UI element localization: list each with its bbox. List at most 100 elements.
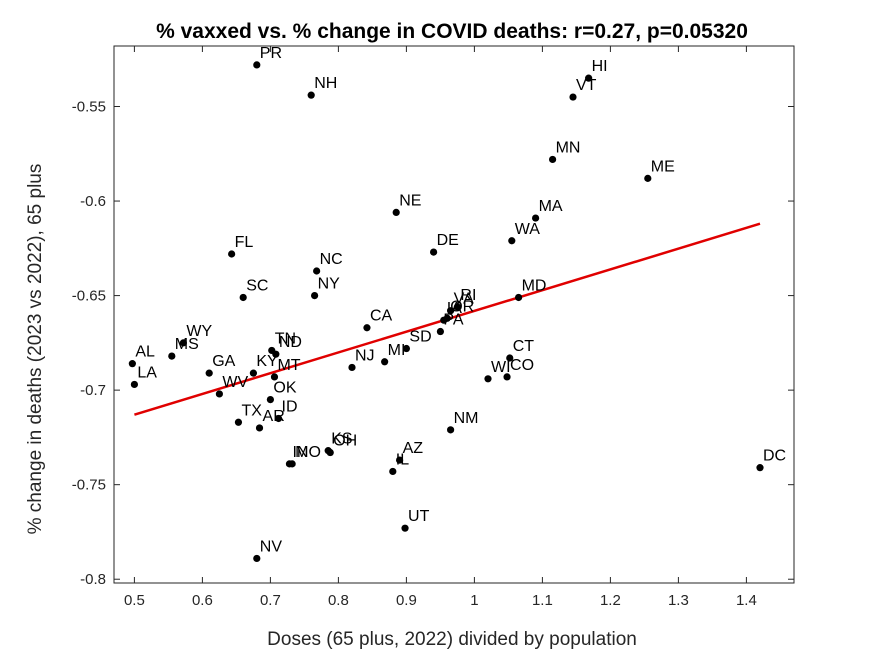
data-point	[363, 324, 371, 332]
point-label: DC	[763, 448, 786, 465]
x-tick-label: 1.2	[600, 592, 621, 609]
data-point	[447, 426, 455, 434]
data-point	[532, 214, 540, 222]
y-tick-label: -0.6	[80, 193, 106, 210]
point-label: RI	[460, 287, 476, 304]
chart-title: % vaxxed vs. % change in COVID deaths: r…	[156, 20, 748, 43]
x-tick-label: 0.7	[260, 592, 281, 609]
x-tick-label: 1.3	[668, 592, 689, 609]
plot-frame	[113, 45, 795, 584]
data-point	[402, 344, 410, 353]
point-label: NE	[399, 192, 421, 209]
point-label: DE	[437, 232, 459, 249]
data-point	[234, 418, 243, 426]
point-label: KS	[331, 431, 352, 448]
y-axis-ticks: -0.8 -0.75 -0.7 -0.65 -0.6 -0.55	[72, 99, 794, 588]
point-label: WV	[222, 374, 248, 391]
point-label: MT	[277, 357, 300, 374]
point-label: PR	[260, 45, 282, 62]
data-point	[447, 307, 455, 315]
x-tick-label: 1	[470, 592, 478, 609]
x-tick-label: 1.4	[736, 592, 757, 609]
y-axis-label: % change in deaths (2023 vs 2022), 65 pl…	[25, 164, 46, 535]
x-axis-ticks: 0.5 0.6 0.7 0.8 0.9 1 1.1 1.2 1.3 1.4	[124, 46, 757, 609]
x-axis-label: Doses (65 plus, 2022) divided by populat…	[267, 629, 637, 650]
point-label: MO	[295, 444, 321, 461]
data-point	[506, 354, 514, 362]
point-label: ND	[279, 334, 302, 351]
point-label: OR	[450, 298, 474, 315]
data-point	[307, 91, 315, 99]
data-point	[255, 424, 264, 432]
x-tick-label: 0.6	[192, 592, 213, 609]
point-label: MI	[388, 342, 406, 359]
point-label: UT	[408, 508, 430, 525]
data-point	[348, 363, 356, 372]
point-label: CO	[510, 357, 534, 374]
data-point	[179, 339, 187, 347]
data-point	[168, 352, 176, 360]
point-label: MS	[175, 336, 199, 353]
data-point	[549, 155, 557, 164]
point-label: ID	[282, 398, 298, 415]
data-point	[266, 395, 274, 404]
point-label: GA	[212, 353, 235, 370]
x-tick-label: 1.1	[532, 592, 553, 609]
point-label: OH	[333, 433, 357, 450]
point-label: WA	[515, 221, 541, 238]
data-point	[401, 524, 409, 532]
data-point	[272, 350, 280, 358]
point-label: FL	[235, 234, 254, 251]
data-point	[644, 174, 652, 182]
data-point	[239, 293, 247, 302]
point-label: LA	[137, 364, 157, 381]
point-label: NY	[318, 276, 341, 293]
point-label: TN	[275, 330, 296, 347]
data-point	[253, 554, 261, 563]
point-label: CT	[513, 338, 535, 355]
data-point	[249, 369, 257, 377]
point-label: SC	[246, 277, 268, 294]
point-label: MD	[522, 277, 547, 294]
data-point	[205, 369, 213, 377]
point-label: NC	[320, 251, 343, 268]
plot-area	[114, 46, 794, 583]
point-label: IL	[396, 451, 409, 468]
data-point	[288, 460, 296, 468]
y-tick-label: -0.8	[80, 571, 106, 588]
point-label: VT	[576, 77, 597, 94]
data-point	[128, 360, 136, 368]
point-label: WY	[186, 323, 212, 340]
point-label: NV	[260, 538, 283, 555]
point-label: NM	[454, 410, 479, 427]
data-point	[453, 303, 461, 311]
point-label: PA	[443, 312, 463, 329]
point-label: SD	[409, 329, 431, 346]
data-point	[430, 248, 438, 256]
data-point	[253, 61, 261, 69]
data-point	[503, 373, 511, 381]
data-point	[569, 93, 577, 101]
y-tick-label: -0.7	[80, 382, 106, 399]
data-point	[274, 414, 283, 423]
data-point	[130, 380, 138, 389]
data-point	[443, 314, 451, 322]
y-tick-label: -0.55	[72, 99, 106, 116]
data-point	[396, 456, 404, 464]
y-tick-label: -0.65	[72, 288, 106, 305]
point-label: AL	[135, 344, 155, 361]
point-label: IA	[447, 300, 462, 317]
point-label: MN	[556, 139, 581, 156]
point-label: VA	[454, 291, 474, 308]
data-point	[508, 237, 516, 245]
point-label: CA	[370, 308, 393, 325]
data-point	[585, 74, 593, 82]
point-label: AZ	[403, 440, 424, 457]
point-label: WI	[491, 359, 511, 376]
data-point	[436, 327, 444, 336]
point-label: TX	[241, 402, 262, 419]
data-point	[756, 464, 764, 472]
data-point	[515, 293, 523, 302]
y-tick-label: -0.75	[72, 477, 106, 494]
